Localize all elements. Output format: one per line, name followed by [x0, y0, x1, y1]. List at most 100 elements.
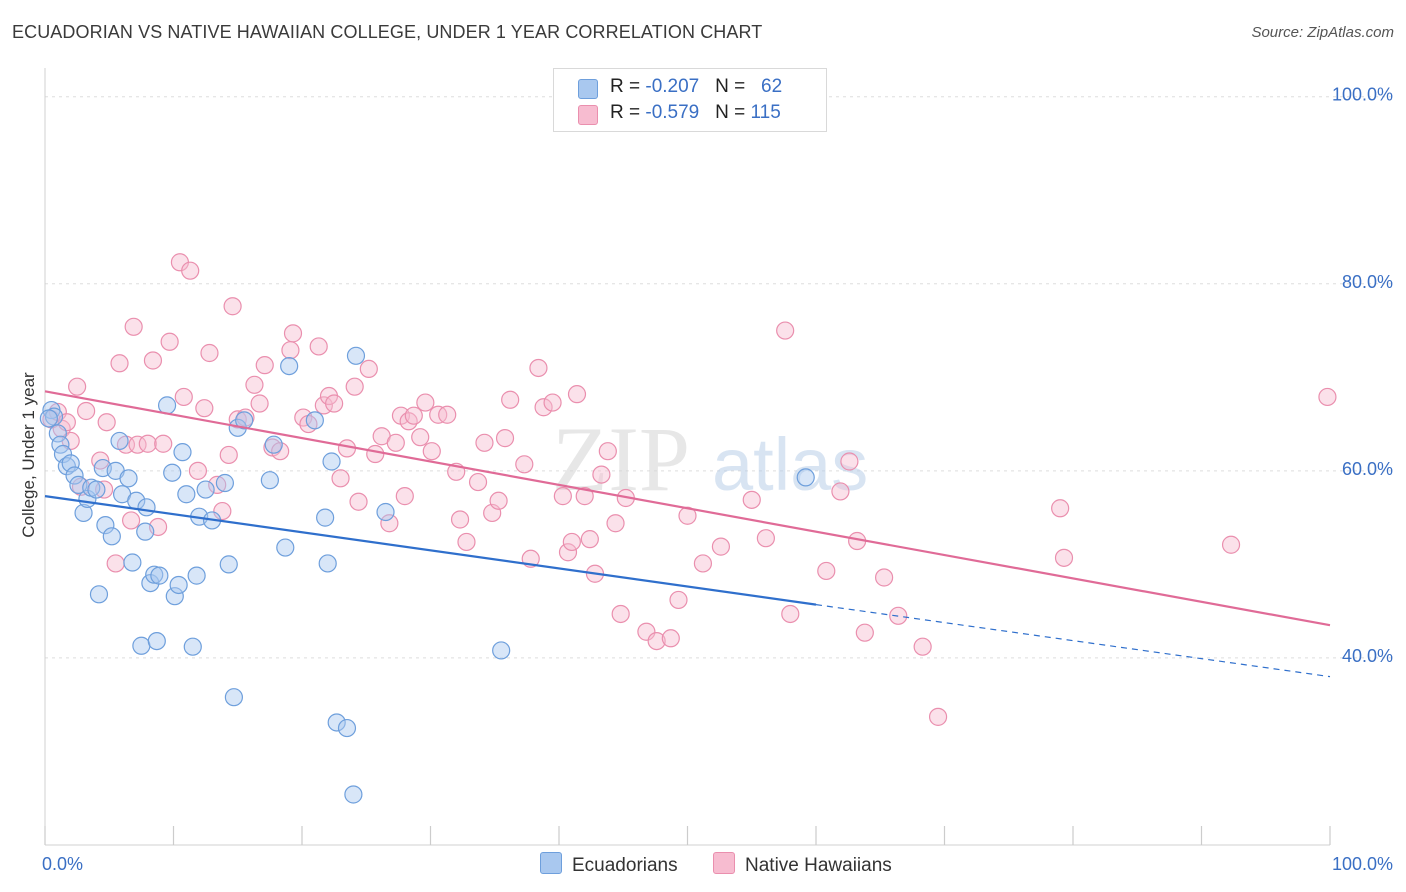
hawaiian-point — [255, 356, 274, 375]
hawaiian-point — [468, 472, 488, 492]
ecuadorian-point — [344, 785, 363, 804]
hawaiian-point — [928, 707, 948, 726]
hawaiian-point — [416, 393, 435, 412]
hawaiian-point — [553, 487, 572, 506]
hawaiian-point — [380, 514, 399, 533]
hawaiian-point — [438, 405, 457, 424]
hawaiian-point — [501, 390, 520, 409]
ecuadorian-point — [219, 555, 238, 574]
hawaiian-point — [781, 604, 800, 624]
bottom-legend-hawaiians: Native Hawaiians — [713, 852, 892, 877]
ecuadorian-point — [157, 396, 177, 415]
hawaiian-point — [68, 377, 87, 396]
hawaiian-point — [840, 452, 859, 471]
ecuadorian-point — [337, 718, 357, 738]
hawaiian-point — [457, 532, 476, 552]
hawaiian-point — [855, 623, 874, 642]
ecuadorian-point — [137, 498, 156, 517]
chart-title: ECUADORIAN VS NATIVE HAWAIIAN COLLEGE, U… — [12, 22, 763, 42]
watermark-atlas: atlas — [712, 423, 868, 506]
ecuadorian-point — [110, 431, 129, 451]
hawaiian-point — [606, 514, 625, 533]
ecuadorian-point — [177, 485, 196, 504]
ecuadorian-point — [260, 471, 279, 490]
legend-swatch-ecuadorians — [578, 79, 598, 99]
hawaiian-point — [776, 321, 795, 340]
bottom-legend-ecuadorians: Ecuadorians — [540, 852, 678, 877]
source-label: Source: ZipAtlas.com — [1251, 24, 1394, 41]
hawaiian-point — [756, 529, 775, 548]
hawaiian-point — [154, 434, 173, 453]
ecuadorians-trend-extension — [815, 604, 1331, 678]
ecuadorian-point — [119, 469, 138, 488]
ecuadorian-point — [150, 566, 169, 585]
hawaiian-point — [422, 442, 441, 461]
hawaiian-point — [661, 629, 680, 648]
hawaiian-point — [411, 428, 430, 447]
ecuadorians-trend-line — [44, 495, 817, 606]
hawaiian-point — [138, 434, 157, 453]
hawaiian-point — [386, 433, 405, 452]
x-tick-label-min: 0.0% — [42, 854, 83, 874]
hawaiian-point — [1051, 499, 1070, 518]
hawaiian-point — [345, 377, 364, 396]
hawaiian-point — [91, 451, 110, 470]
hawaiian-point — [592, 465, 611, 484]
bottom-legend-swatch-ecuadorians — [540, 852, 562, 874]
y-tick-label: 60.0% — [1342, 459, 1393, 479]
hawaiian-point — [831, 482, 850, 501]
ecuadorian-point — [147, 631, 166, 651]
hawaiian-point — [450, 510, 470, 529]
hawaiian-point — [200, 343, 219, 363]
hawaiian-point — [181, 261, 200, 280]
ecuadorian-point — [224, 688, 243, 707]
hawaiian-point — [529, 358, 548, 378]
ecuadorian-point — [163, 463, 182, 482]
trend-lines — [44, 390, 1331, 678]
ecuadorian-point — [327, 713, 346, 732]
hawaiian-point — [325, 394, 344, 413]
hawaiian-point — [106, 554, 125, 573]
hawaiian-point — [889, 606, 908, 625]
hawaiian-point — [245, 375, 264, 394]
hawaiian-point — [121, 511, 141, 530]
ecuadorian-point — [123, 553, 142, 572]
hawaiian-point — [195, 399, 214, 418]
y-tick-label: 40.0% — [1342, 646, 1393, 666]
hawaiian-point — [213, 501, 232, 521]
ecuadorian-point — [145, 565, 164, 584]
hawaiian-point — [875, 568, 894, 587]
hawaiian-point — [534, 398, 553, 417]
ecuadorian-point — [276, 538, 295, 557]
hawaiian-point — [349, 492, 368, 511]
ecuadorian-point — [305, 411, 324, 430]
ecuadorian-point — [316, 508, 335, 527]
ecuadorian-point — [169, 575, 188, 595]
hawaiian-point — [1318, 387, 1337, 407]
ecuadorian-point — [96, 516, 115, 535]
hawaiian-point — [495, 429, 515, 448]
hawaiian-point — [77, 401, 96, 421]
ecuadorian-point — [173, 443, 192, 462]
hawaiian-point — [647, 631, 666, 651]
hawaiian-point — [110, 354, 129, 373]
y-axis-label: College, Under 1 year — [19, 372, 38, 538]
ecuadorian-point — [492, 641, 511, 660]
hawaiian-point — [489, 491, 508, 510]
hawaiian-point — [742, 490, 761, 509]
hawaiian-point — [223, 297, 242, 316]
ecuadorian-point — [165, 587, 184, 606]
y-tick-label: 80.0% — [1342, 272, 1393, 292]
ecuadorian-point — [264, 435, 283, 454]
hawaiian-point — [143, 351, 163, 370]
hawaiian-point — [219, 445, 238, 465]
hawaiian-point — [124, 317, 143, 336]
ecuadorian-point — [322, 452, 341, 471]
x-tick-label-max: 100.0% — [1332, 854, 1393, 874]
ecuadorian-point — [346, 346, 366, 365]
hawaiian-point — [309, 337, 328, 356]
hawaiian-point — [562, 532, 581, 552]
hawaiian-point — [567, 385, 587, 404]
axes — [44, 68, 1331, 846]
ecuadorian-point — [48, 424, 67, 443]
